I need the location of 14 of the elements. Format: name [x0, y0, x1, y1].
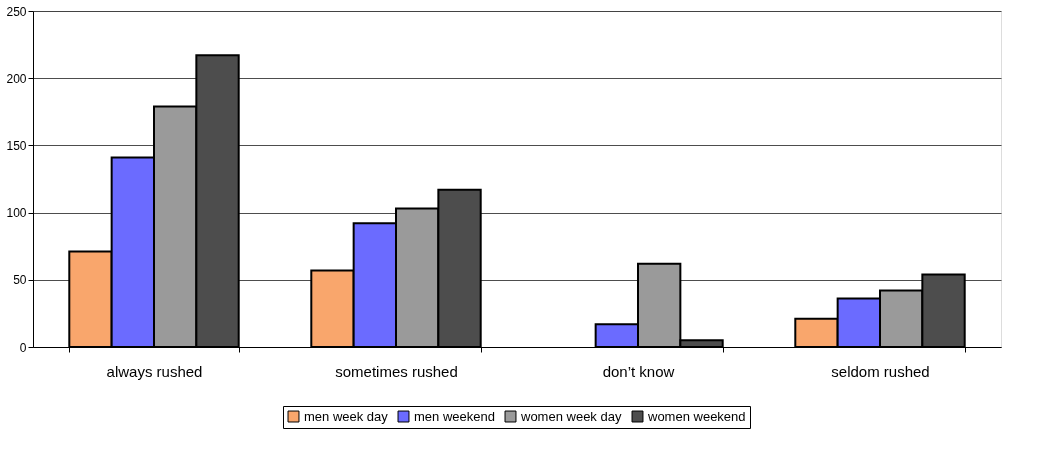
- x-tick-label: sometimes rushed: [335, 362, 458, 380]
- x-tick-label: seldom rushed: [831, 362, 930, 380]
- y-tick-label: 100: [6, 206, 27, 221]
- y-tick-label: 150: [6, 138, 27, 153]
- x-tick-label: don’t know: [602, 362, 675, 380]
- x-tick-label: always rushed: [106, 362, 203, 380]
- legend-label: women weekend: [647, 408, 746, 424]
- legend-label: men week day: [304, 408, 389, 424]
- legend-label: women week day: [520, 408, 622, 424]
- y-tick-label: 50: [13, 273, 27, 288]
- y-tick-label: 250: [6, 4, 27, 19]
- legend-label: men weekend: [414, 408, 495, 424]
- y-tick-label: 200: [6, 71, 27, 86]
- y-tick-label: 0: [19, 340, 27, 355]
